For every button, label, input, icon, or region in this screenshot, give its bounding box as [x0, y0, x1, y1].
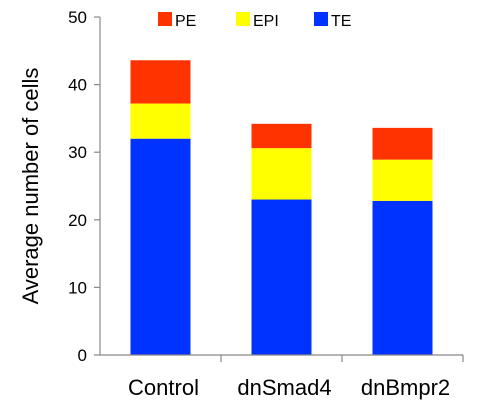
legend-label-te: TE — [331, 13, 351, 30]
bar-control-pe — [130, 60, 191, 104]
bar-dnbmpr2-te — [372, 200, 433, 355]
y-tick-label: 40 — [68, 76, 87, 95]
legend: PE EPI TE — [158, 12, 351, 30]
y-tick-label: 30 — [68, 143, 87, 162]
bar-dnsmad4-pe — [251, 123, 312, 149]
bar-dnsmad4-epi — [251, 148, 312, 200]
legend-swatch-pe — [158, 12, 172, 26]
legend-label-pe: PE — [175, 13, 196, 30]
bars-layer — [130, 60, 433, 355]
y-ticks: 0 10 20 30 40 50 — [68, 8, 100, 365]
x-category-label-dnsmad4: dnSmad4 — [237, 375, 331, 400]
y-tick-label: 10 — [68, 278, 87, 297]
bar-dnbmpr2-epi — [372, 159, 433, 201]
legend-label-epi: EPI — [253, 13, 279, 30]
y-tick-label: 20 — [68, 211, 87, 230]
y-tick-label: 50 — [68, 8, 87, 27]
y-axis-title: Average number of cells — [18, 68, 43, 305]
bar-dnsmad4-te — [251, 199, 312, 355]
bar-dnbmpr2-pe — [372, 127, 433, 160]
x-ticks: Control dnSmad4 dnBmpr2 — [128, 355, 464, 400]
legend-swatch-epi — [236, 12, 250, 26]
bar-control-te — [130, 138, 191, 355]
legend-swatch-te — [314, 12, 328, 26]
x-category-label-dnbmpr2: dnBmpr2 — [361, 375, 450, 400]
bar-control-epi — [130, 103, 191, 139]
axes-layer — [99, 17, 463, 356]
x-category-label-control: Control — [128, 375, 199, 400]
y-tick-label: 0 — [78, 346, 87, 365]
